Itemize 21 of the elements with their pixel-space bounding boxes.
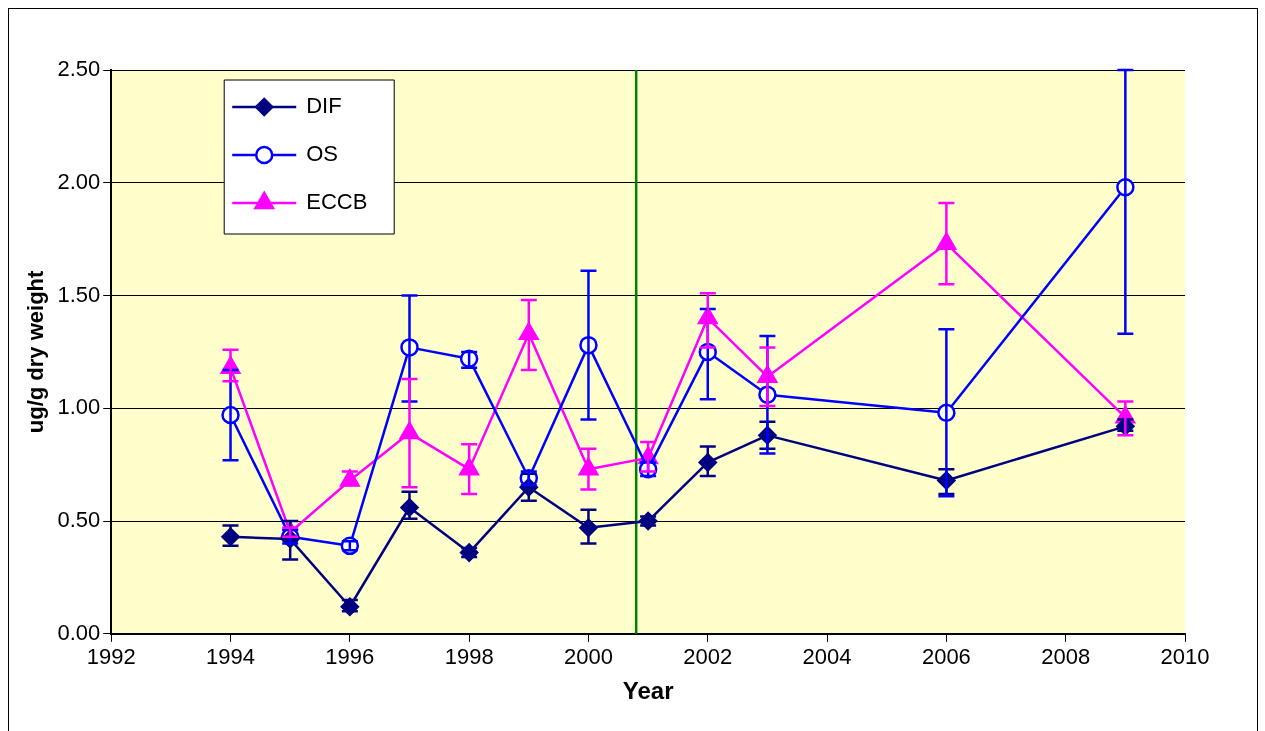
y-tick-label: 0.50 bbox=[57, 507, 101, 533]
x-tick-label: 1994 bbox=[206, 644, 255, 670]
legend-label: OS bbox=[306, 141, 339, 167]
y-tick-label: 1.50 bbox=[57, 281, 101, 307]
y-tick-label: 2.50 bbox=[57, 56, 101, 82]
legend-label: DIF bbox=[306, 93, 342, 119]
y-tick-label: 1.00 bbox=[57, 394, 101, 420]
x-tick-label: 2002 bbox=[683, 644, 733, 670]
x-tick-label: 2000 bbox=[563, 644, 613, 670]
x-tick-label: 2008 bbox=[1041, 644, 1091, 670]
x-tick-label: 1998 bbox=[444, 644, 494, 670]
x-tick-label: 1996 bbox=[325, 644, 375, 670]
y-tick-label: 2.00 bbox=[57, 168, 101, 194]
y-axis-title: ug/g dry weight bbox=[23, 269, 49, 434]
x-tick-label: 2006 bbox=[921, 644, 971, 670]
x-tick-label: 2004 bbox=[802, 644, 852, 670]
x-axis-title: Year bbox=[622, 677, 674, 705]
x-tick-label: 1992 bbox=[86, 644, 136, 670]
y-tick-label: 0.00 bbox=[57, 619, 101, 645]
legend-label: ECCB bbox=[306, 189, 368, 215]
x-tick-label: 2010 bbox=[1160, 644, 1210, 670]
